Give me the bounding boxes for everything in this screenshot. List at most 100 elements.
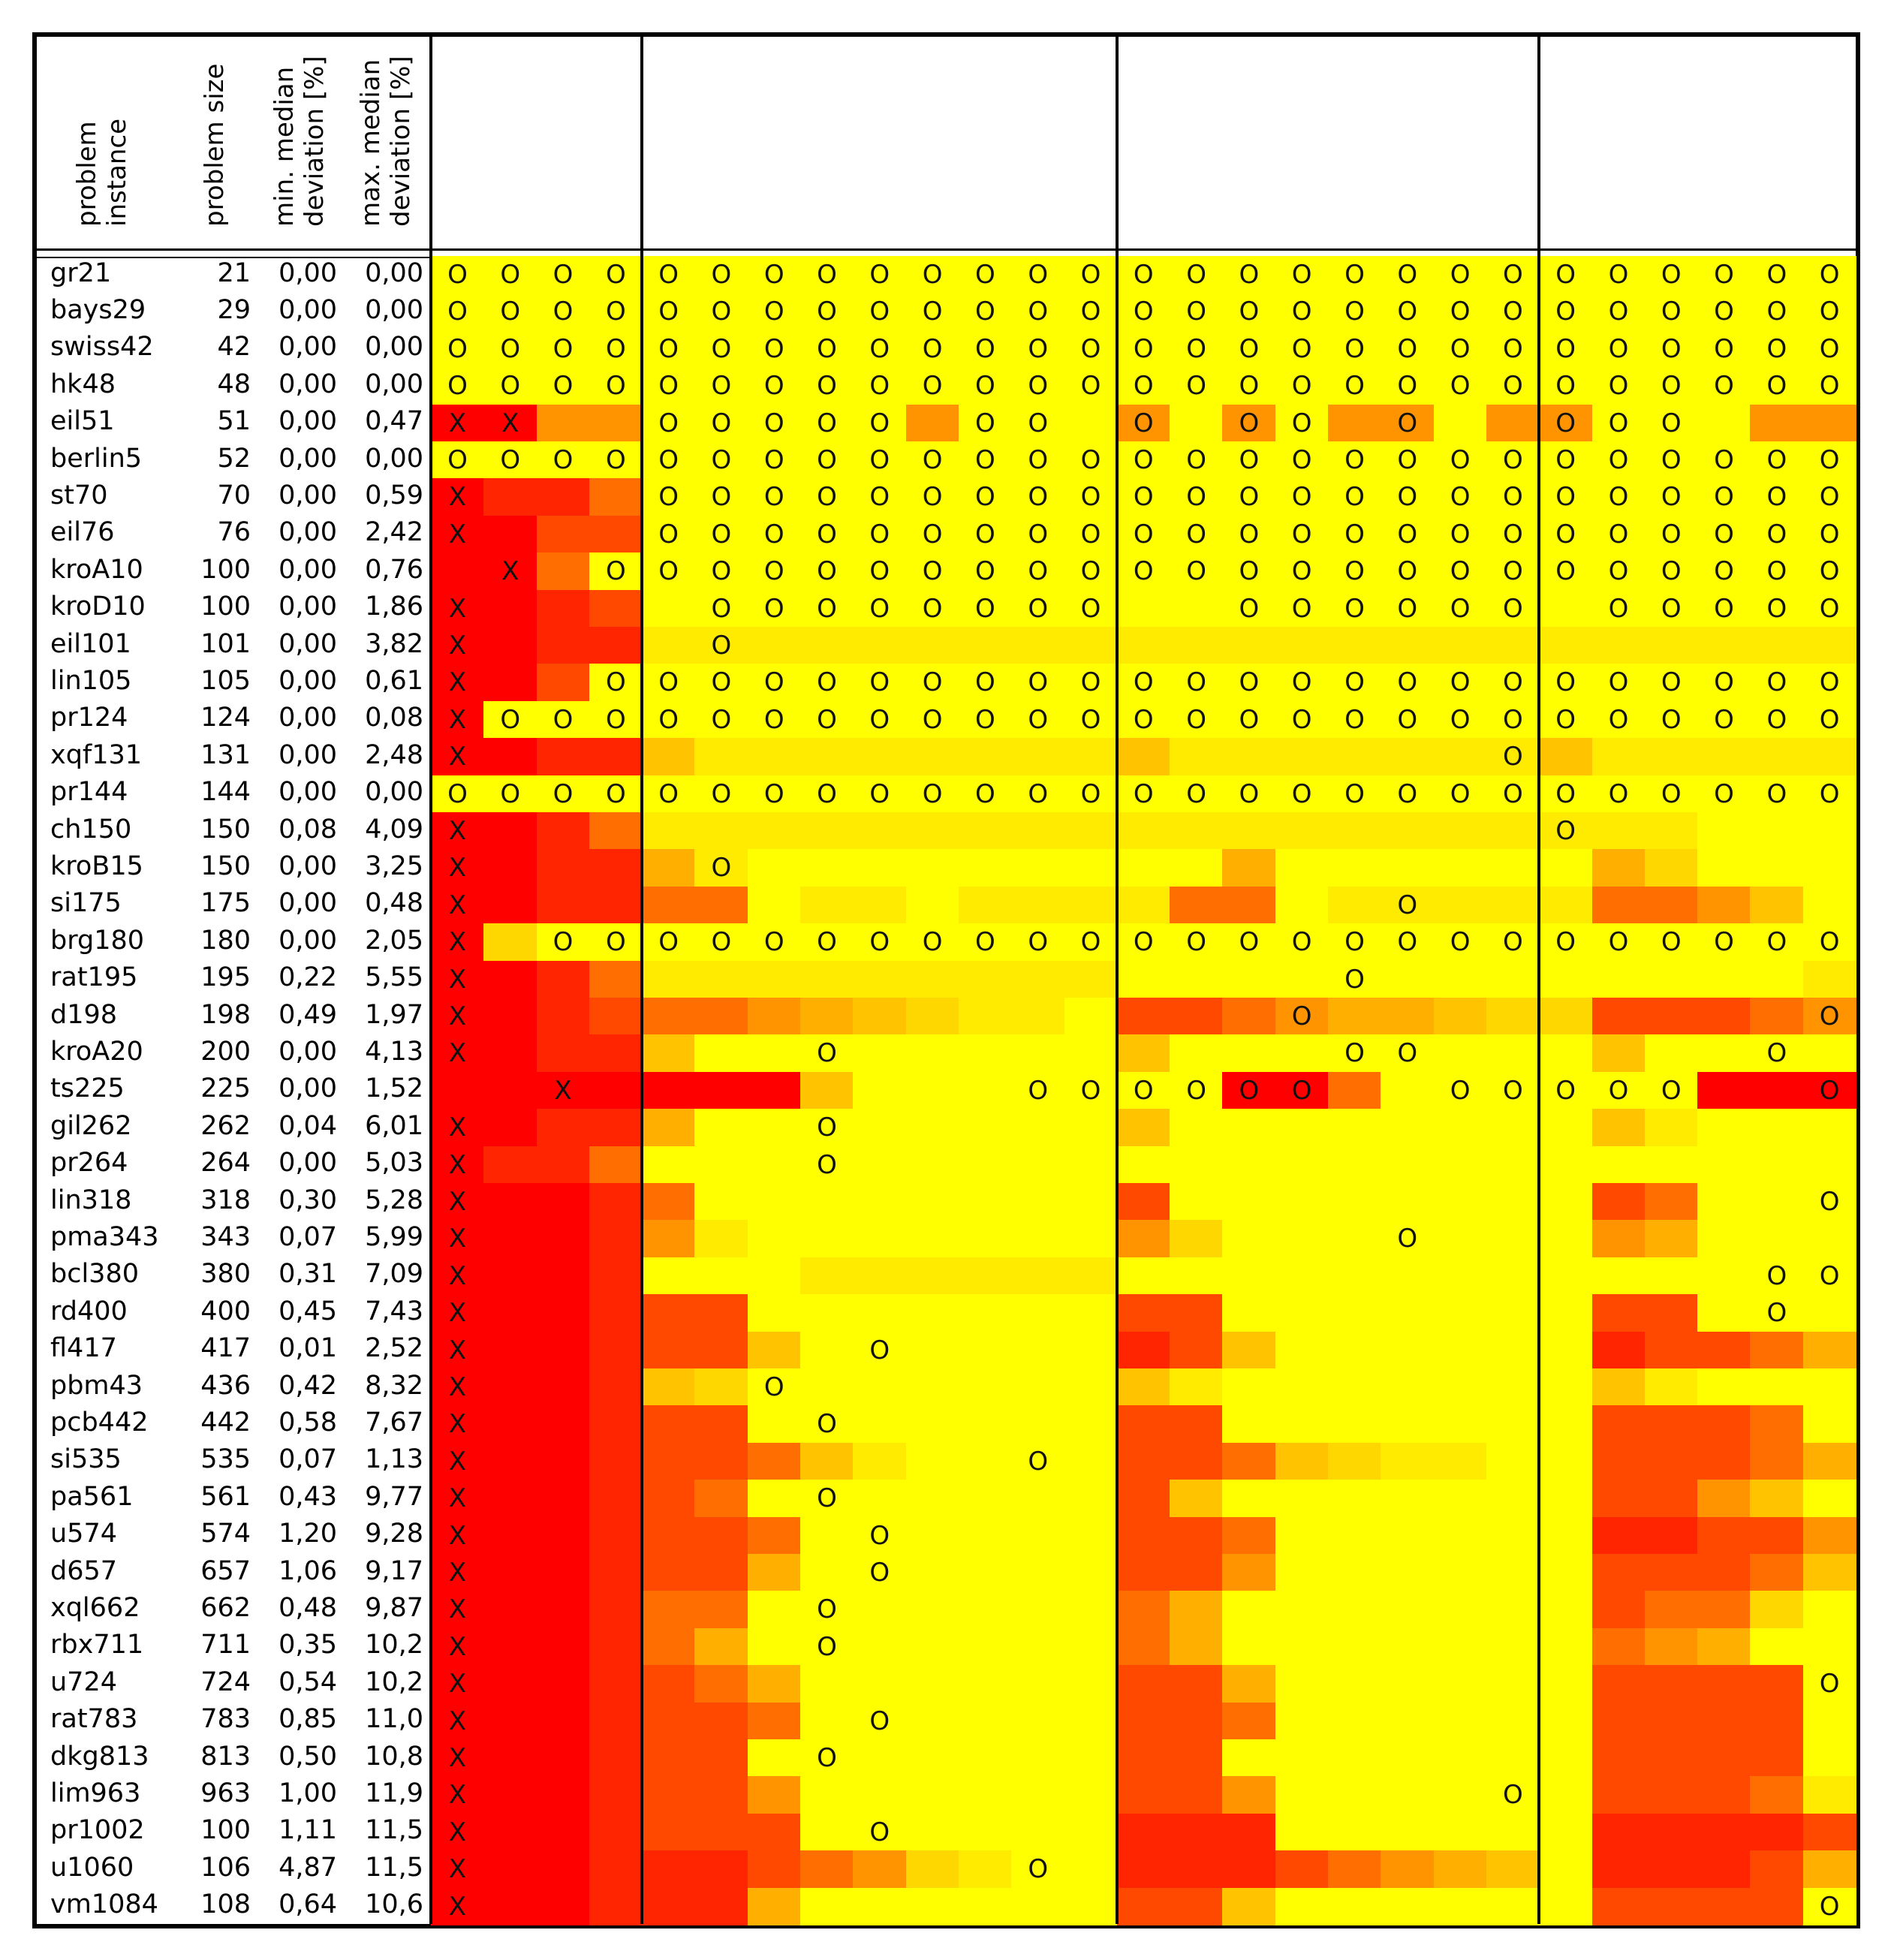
best-marker: O — [1133, 371, 1154, 402]
heat-cell — [1433, 849, 1487, 887]
heat-cell — [1433, 1887, 1487, 1925]
heat-cell — [1697, 849, 1751, 887]
row-size: 21 — [217, 257, 251, 288]
best-marker: O — [1133, 556, 1154, 587]
heat-cell — [1011, 1183, 1065, 1221]
heat-cell: O — [1539, 700, 1593, 739]
heat-cell: X — [431, 1554, 484, 1591]
heat-cell — [694, 738, 748, 776]
best-marker: O — [1555, 927, 1576, 958]
heat-cell — [1591, 1591, 1646, 1629]
best-marker: O — [975, 519, 995, 549]
heat-cell: O — [1328, 589, 1381, 628]
heat-cell — [1433, 1591, 1487, 1629]
heat-cell — [905, 1071, 959, 1109]
best-marker: O — [1397, 593, 1418, 624]
heat-cell: O — [1064, 515, 1118, 553]
heat-cell — [1802, 886, 1856, 924]
table-row: u574 574 1,20 9,28 X O — [37, 1516, 1856, 1555]
heat-cell — [694, 1442, 748, 1480]
heat-cell — [483, 1887, 537, 1925]
heat-cell — [1381, 1887, 1435, 1925]
best-marker: O — [1133, 408, 1154, 438]
heat-cell — [1064, 812, 1118, 850]
heat-cell — [853, 1405, 907, 1444]
heat-cell — [1064, 1850, 1118, 1889]
heat-cell: X — [431, 1294, 484, 1332]
heat-cell — [853, 738, 907, 776]
heat-cell — [853, 1442, 907, 1480]
best-marker: O — [869, 1335, 890, 1365]
heat-cell: O — [1275, 1071, 1329, 1109]
worst-marker: X — [448, 1149, 467, 1180]
header-text: min. median — [269, 66, 300, 227]
heat-cell: O — [1170, 552, 1224, 591]
heat-cell: O — [958, 589, 1012, 628]
heat-cell — [1697, 1776, 1751, 1814]
heat-cell — [1486, 1554, 1540, 1591]
heat-cell: O — [536, 293, 590, 331]
best-marker: O — [500, 371, 521, 402]
best-marker: O — [1714, 593, 1734, 624]
heat-cell — [1381, 1146, 1435, 1184]
heat-cell — [1170, 1480, 1224, 1518]
best-marker: O — [1344, 593, 1365, 624]
best-marker: O — [1819, 927, 1840, 958]
row-instance: lim963 — [50, 1778, 141, 1809]
heat-cell — [1644, 1480, 1698, 1518]
heat-cell — [1381, 1368, 1435, 1406]
best-marker: O — [1239, 704, 1260, 735]
best-marker: O — [1714, 445, 1734, 475]
row-max: 6,01 — [365, 1110, 423, 1141]
header-text: max. median — [355, 59, 386, 227]
heat-cell: O — [747, 1368, 801, 1406]
row-size: 963 — [200, 1778, 251, 1809]
heat-cell — [1539, 627, 1593, 664]
heat-cell: O — [1539, 330, 1593, 368]
heat-cell — [1116, 1220, 1170, 1258]
heat-cell — [747, 1146, 801, 1184]
best-marker: O — [605, 556, 626, 587]
heat-cell — [1328, 1331, 1381, 1369]
heat-cell: O — [853, 775, 907, 813]
best-marker: O — [1080, 667, 1101, 698]
heat-cell — [1170, 1516, 1224, 1555]
best-marker: O — [975, 260, 995, 290]
heat-cell: O — [1222, 256, 1276, 294]
heat-cell — [1433, 1109, 1487, 1147]
heat-cell — [589, 1220, 643, 1258]
heat-cell — [747, 1702, 801, 1740]
heat-cell: X — [431, 515, 484, 553]
heat-cell — [1328, 1887, 1381, 1925]
row-max: 10,6 — [365, 1889, 423, 1920]
heat-cell — [483, 1146, 537, 1184]
best-marker: O — [1397, 927, 1418, 958]
row-instance: rd400 — [50, 1296, 128, 1326]
heat-cell: O — [1486, 330, 1540, 368]
best-marker: O — [1450, 297, 1471, 327]
best-marker: O — [1344, 667, 1365, 698]
heat-cell: O — [1328, 478, 1381, 516]
heat-cell: O — [1539, 441, 1593, 479]
heat-cell — [1328, 1183, 1381, 1221]
heat-cell — [694, 1183, 748, 1221]
heat-cell — [1116, 1776, 1170, 1814]
row-max: 0,76 — [365, 554, 423, 585]
heat-cell: O — [853, 589, 907, 628]
heat-cell — [800, 738, 854, 776]
heat-cell: O — [589, 700, 643, 739]
row-size: 51 — [217, 406, 251, 437]
best-marker: O — [1133, 482, 1154, 513]
best-marker: O — [1661, 482, 1682, 513]
heat-cell: O — [853, 664, 907, 702]
best-marker: O — [1661, 297, 1682, 327]
heat-cell — [800, 1220, 854, 1258]
heat-cell: O — [1064, 700, 1118, 739]
heat-cell: O — [1802, 664, 1856, 702]
heat-cell — [1381, 1702, 1435, 1740]
heat-cell — [483, 1665, 537, 1703]
heat-cell — [1381, 1739, 1435, 1777]
best-marker: O — [711, 853, 732, 884]
heat-cell: O — [536, 775, 590, 813]
heat-cell — [1433, 1294, 1487, 1332]
